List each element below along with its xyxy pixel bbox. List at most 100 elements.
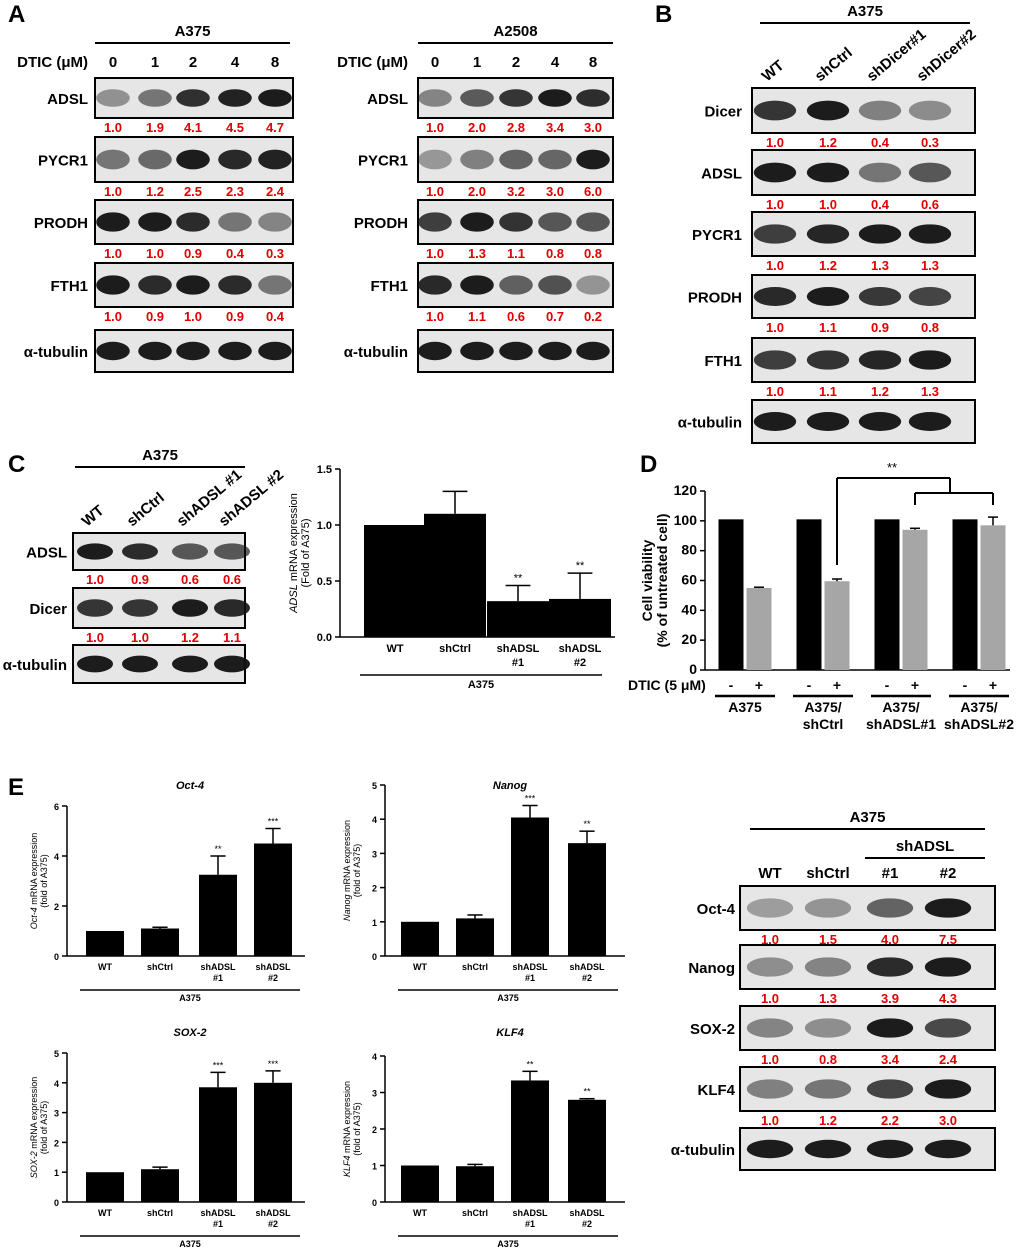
protein-band [746, 1139, 794, 1159]
x-category-label: #2 [574, 657, 586, 669]
x-category-label: WT [98, 1208, 112, 1218]
y-axis-label-text: mRNA expression [288, 493, 300, 584]
bar [401, 921, 439, 956]
y-axis-label-line2: (Fold of A375) [300, 518, 312, 587]
blot-cell-line-header: A2508 [493, 23, 537, 40]
quantification-value: 4.1 [184, 120, 202, 135]
protein-label: PYCR1 [38, 153, 88, 170]
protein-band [172, 543, 208, 560]
quantification-value: 1.1 [468, 309, 486, 324]
quantification-value: 2.4 [939, 1052, 958, 1067]
blot-subheader: shADSL [896, 838, 954, 855]
protein-band [858, 350, 902, 370]
bar [874, 519, 900, 670]
quantification-value: 0.8 [546, 246, 564, 261]
bar [254, 1082, 292, 1202]
quantification-value: 1.3 [468, 246, 486, 261]
bar [568, 1099, 606, 1202]
y-tick-label: 1 [372, 918, 377, 928]
protein-label: ADSL [26, 545, 67, 562]
protein-band [806, 287, 850, 306]
protein-band [77, 655, 113, 673]
bar [718, 519, 744, 670]
quantification-value: 2.5 [184, 184, 202, 199]
lane-label: 1 [151, 54, 159, 71]
y-axis-label-line2: (fold of A375) [352, 1102, 362, 1156]
bar [902, 529, 928, 670]
x-category-label: shADSL [512, 1208, 548, 1218]
bar [141, 928, 179, 956]
protein-band [538, 89, 572, 107]
y-axis-label: ADSL mRNA expression [288, 493, 300, 614]
quantification-value: 1.0 [131, 630, 149, 645]
quantification-value: 1.2 [146, 184, 164, 199]
lane-label: 8 [271, 54, 279, 71]
bar [456, 1166, 494, 1202]
protein-band [806, 100, 850, 121]
protein-label: PYCR1 [358, 153, 408, 170]
quantification-value: 0.3 [266, 246, 284, 261]
protein-band [866, 1139, 914, 1159]
y-tick-label: 1.0 [317, 520, 332, 532]
protein-band [858, 100, 902, 121]
quantification-value: 1.0 [761, 932, 779, 947]
quantification-value: 1.1 [819, 320, 837, 335]
y-axis-label-text: mRNA expression [29, 1077, 39, 1152]
protein-band [176, 89, 210, 107]
quantification-value: 1.2 [819, 1113, 837, 1128]
y-axis-label-line2: (fold of A375) [39, 1101, 49, 1155]
lane-label: 1 [473, 54, 481, 71]
blot-strip [417, 77, 614, 119]
significance-marker: ** [526, 1059, 534, 1069]
quantification-value: 1.0 [426, 309, 444, 324]
x-category-label: shADSL#2 [944, 716, 1014, 732]
lane-label: 4 [231, 54, 240, 71]
significance-marker: *** [213, 1060, 224, 1070]
bar [86, 931, 124, 956]
quantification-value: 2.3 [226, 184, 244, 199]
x-category-label: #2 [582, 973, 592, 983]
protein-band [138, 149, 172, 170]
quantification-value: 1.2 [819, 258, 837, 273]
quantification-value: 0.8 [819, 1052, 837, 1067]
protein-band [460, 275, 494, 295]
quantification-value: 4.0 [881, 932, 899, 947]
lane-label: shCtrl [812, 44, 856, 85]
protein-band [214, 655, 250, 673]
quantification-value: 0.6 [181, 572, 199, 587]
quantification-value: 2.4 [266, 184, 285, 199]
protein-label: Nanog [688, 960, 735, 977]
blot-strip [94, 136, 294, 183]
quantification-value: 3.9 [881, 991, 899, 1006]
x-category-label: #1 [512, 657, 524, 669]
protein-band [418, 341, 452, 361]
protein-label: ADSL [47, 91, 88, 108]
bar [980, 525, 1006, 670]
quantification-value: 7.5 [939, 932, 957, 947]
quantification-value: 1.0 [766, 135, 784, 150]
y-axis-label-line2: (fold of A375) [352, 844, 362, 898]
protein-band [908, 224, 952, 244]
y-tick-label: 2 [372, 1125, 377, 1135]
protein-band [176, 212, 210, 232]
bar [199, 874, 237, 956]
quantification-value: 2.0 [468, 184, 486, 199]
x-category-label: shADSL [255, 962, 291, 972]
lane-label: shCtrl [806, 865, 849, 882]
quantification-value: 1.0 [426, 184, 444, 199]
y-axis-label: SOX-2 mRNA expression [29, 1077, 39, 1179]
protein-band [908, 287, 952, 306]
quantification-value: 3.2 [507, 184, 525, 199]
protein-band [753, 287, 797, 306]
protein-band [576, 89, 610, 107]
treatment-label: DTIC (5 μM) [628, 677, 706, 693]
protein-band [576, 341, 610, 361]
panel-label: D [640, 451, 657, 478]
y-axis-label: Cell viability [639, 539, 655, 621]
blot-cell-line-header: A375 [847, 3, 883, 20]
x-category-label: shADSL [200, 962, 236, 972]
quantification-value: 0.9 [184, 246, 202, 261]
y-tick-label: 5 [372, 781, 377, 791]
bar [952, 519, 978, 670]
